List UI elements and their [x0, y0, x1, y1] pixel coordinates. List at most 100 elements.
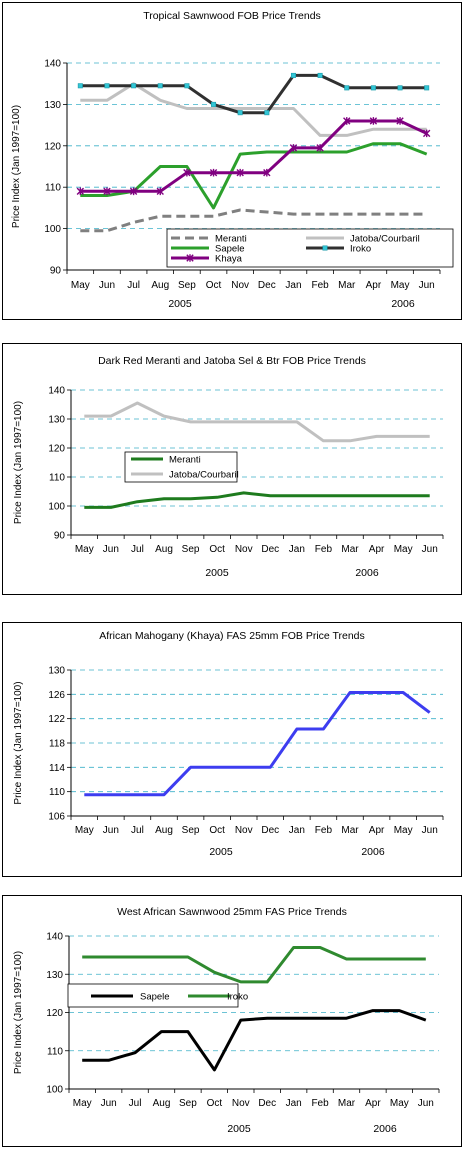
- chart-svg-tropical-sawnwood: Tropical Sawnwood FOB Price Trends 90 100 1…: [11, 10, 454, 310]
- chart-title: Dark Red Meranti and Jatoba Sel & Btr FO…: [98, 355, 366, 367]
- data-point-marker: [344, 85, 350, 91]
- year-label: 2006: [355, 567, 379, 579]
- x-tick-label: Sep: [178, 280, 196, 291]
- data-point-marker: [263, 168, 271, 177]
- year-label: 2006: [361, 846, 385, 858]
- x-tick-label: Dec: [258, 1098, 276, 1109]
- data-point-marker: [343, 117, 351, 125]
- chart-title: Tropical Sawnwood FOB Price Trends: [143, 10, 321, 22]
- x-tick-label: Aug: [155, 544, 173, 555]
- x-tick-label: Aug: [155, 825, 173, 836]
- y-tick-label: 110: [49, 473, 65, 484]
- x-tick-label: Mar: [341, 825, 359, 836]
- series-line: [84, 691, 431, 797]
- chart-title: African Mahogany (Khaya) FAS 25mm FOB Pr…: [99, 630, 365, 642]
- x-tick-label: May: [390, 1098, 409, 1109]
- series-line: [80, 119, 428, 193]
- series-line: [84, 691, 431, 797]
- x-tick-label: Feb: [311, 280, 329, 291]
- x-tick-label: Mar: [338, 1098, 356, 1109]
- y-tick-label: 114: [49, 763, 65, 774]
- x-tick-label: Sep: [182, 544, 200, 555]
- data-point-marker: [103, 187, 111, 196]
- series-iroko: [82, 946, 426, 984]
- y-tick-label: 120: [46, 1008, 63, 1019]
- y-tick-label: 90: [54, 531, 66, 542]
- series-line: [84, 401, 430, 443]
- y-tick-label: 106: [48, 812, 65, 823]
- x-tick-label: May: [75, 544, 94, 555]
- series-meranti: [84, 491, 430, 509]
- x-tick-label: Nov: [231, 280, 249, 291]
- series-line: [82, 1009, 427, 1072]
- x-tick-label: Sep: [179, 1098, 197, 1109]
- x-tick-label: Dec: [261, 825, 279, 836]
- series-meranti: [80, 208, 427, 233]
- data-point-marker: [157, 83, 163, 89]
- y-tick-label: 140: [44, 59, 61, 70]
- x-tick-label: Aug: [153, 1098, 171, 1109]
- series-line: [80, 82, 427, 137]
- chart-panel-tropical-sawnwood: Tropical Sawnwood FOB Price Trends 90 100 1…: [2, 2, 462, 320]
- series-line: [82, 946, 426, 984]
- series-sapele: [82, 1009, 427, 1072]
- data-point-marker: [397, 85, 403, 91]
- y-tick-label: 130: [48, 666, 65, 677]
- x-tick-label: Mar: [341, 544, 359, 555]
- y-tick-label: 140: [46, 932, 63, 943]
- year-label: 2005: [227, 1123, 251, 1135]
- y-tick-label: 130: [44, 100, 61, 111]
- series-jatoba-courbaril: [80, 82, 427, 137]
- year-label: 2005: [168, 298, 192, 310]
- x-tick-label: Jan: [286, 1098, 302, 1109]
- data-point-marker: [77, 83, 83, 89]
- x-tick-label: Nov: [235, 544, 253, 555]
- x-tick-label: Jun: [103, 544, 119, 555]
- y-tick-label: 110: [45, 183, 61, 194]
- x-tick-label: Jan: [285, 280, 301, 291]
- y-tick-label: 130: [46, 970, 63, 981]
- y-tick-label: 130: [48, 415, 65, 426]
- x-tick-label: Jul: [131, 544, 144, 555]
- x-tick-label: Apr: [369, 825, 385, 836]
- legend-label: Meranti: [169, 455, 201, 466]
- x-tick-label: Feb: [315, 544, 333, 555]
- x-tick-label: Aug: [151, 280, 169, 291]
- data-point-marker: [396, 117, 404, 125]
- data-point-marker: [211, 101, 217, 107]
- data-point-marker: [369, 117, 378, 125]
- x-tick-label: Feb: [315, 825, 333, 836]
- chart-svg-meranti-jatoba: Dark Red Meranti and Jatoba Sel & Btr FO…: [13, 355, 444, 579]
- data-point-marker: [264, 110, 270, 116]
- chart-svg-african-mahogany: African Mahogany (Khaya) FAS 25mm FOB Pr…: [13, 630, 444, 858]
- data-point-marker: [209, 168, 218, 177]
- x-tick-label: Jun: [101, 1098, 117, 1109]
- y-tick-label: 122: [48, 714, 65, 725]
- legend-label: Khaya: [215, 254, 243, 265]
- series-sapele: [80, 142, 428, 210]
- x-tick-label: May: [394, 825, 413, 836]
- data-point-marker: [104, 83, 110, 89]
- x-tick-label: Jun: [99, 280, 115, 291]
- y-axis-label: Price Index (Jan 1997=100): [11, 105, 22, 228]
- year-label: 2005: [209, 846, 233, 858]
- x-tick-label: Nov: [235, 825, 253, 836]
- year-label: 2006: [373, 1123, 397, 1135]
- data-point-marker: [236, 168, 244, 177]
- x-tick-label: Jun: [422, 825, 438, 836]
- series-jatoba-courbaril: [84, 401, 430, 443]
- data-point-marker: [237, 110, 243, 116]
- legend-label: Iroko: [350, 244, 371, 255]
- data-point-marker: [424, 85, 430, 91]
- x-tick-label: Jul: [129, 1098, 142, 1109]
- data-point-marker: [422, 129, 431, 138]
- x-tick-label: Nov: [232, 1098, 250, 1109]
- chart-panel-african-mahogany: African Mahogany (Khaya) FAS 25mm FOB Pr…: [2, 622, 462, 877]
- data-point-marker: [156, 187, 164, 196]
- x-tick-label: May: [73, 1098, 92, 1109]
- data-point-marker: [184, 83, 190, 89]
- legend-marker: [322, 245, 328, 251]
- series-khaya: [76, 117, 431, 196]
- legend-label: Sapele: [140, 992, 170, 1003]
- data-point-marker: [370, 85, 376, 91]
